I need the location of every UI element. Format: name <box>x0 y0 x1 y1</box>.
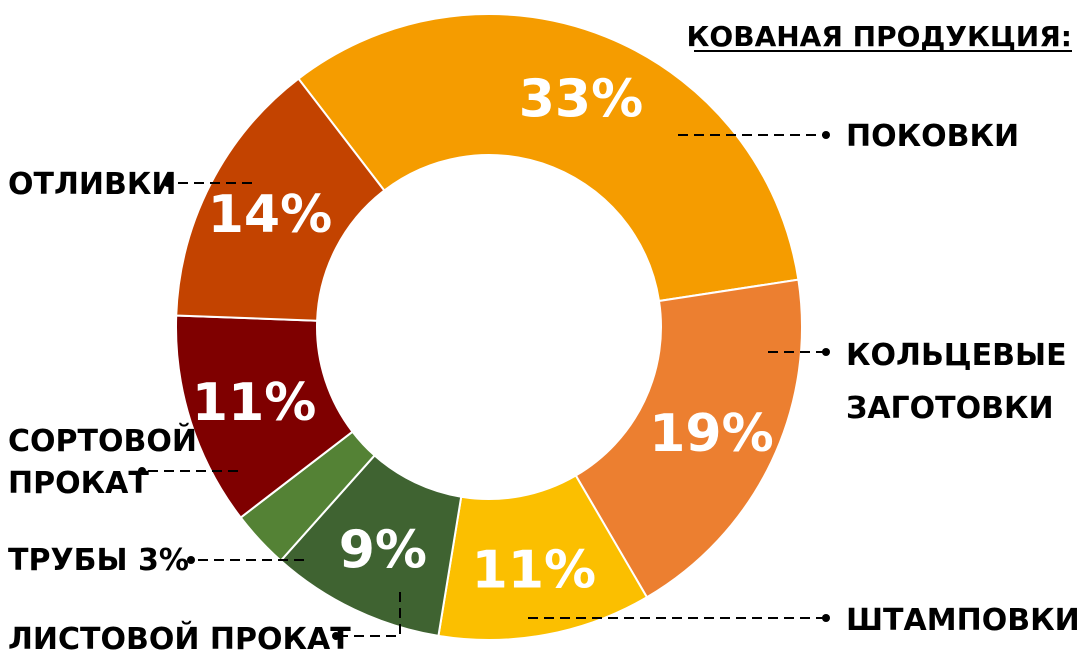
leader-dot-поковки <box>822 131 830 139</box>
category-label-штамповки: ШТАМПОВКИ <box>846 603 1077 638</box>
leader-lines <box>138 131 830 640</box>
value-label-3: 11% <box>472 540 596 600</box>
category-label-кольцевые-заготовки-line-2: ЗАГОТОВКИ <box>846 391 1054 426</box>
value-label-1: 33% <box>519 69 643 129</box>
category-label-поковки: ПОКОВКИ <box>846 119 1019 154</box>
leader-dot-трубы-3% <box>187 556 195 564</box>
leader-line-листовой-прокат <box>336 592 401 637</box>
chart-title: КОВАНАЯ ПРОДУКЦИЯ: <box>687 20 1072 53</box>
category-label-кольцевые-заготовки-line-1: КОЛЬЦЕВЫЕ <box>846 338 1067 373</box>
donut-slices <box>175 13 803 641</box>
slice-7 <box>175 77 386 322</box>
slice-2 <box>574 278 803 599</box>
value-label-4: 9% <box>339 520 427 580</box>
category-label-отливки: ОТЛИВКИ <box>8 167 177 202</box>
value-label-2: 19% <box>649 404 773 464</box>
value-label-7: 14% <box>208 185 332 245</box>
leader-dot-штамповки <box>822 614 830 622</box>
category-label-листовой-прокат: ЛИСТОВОЙ ПРОКАТ <box>8 621 351 657</box>
value-labels: 33% 19% 11% 9% 11% 14% <box>192 69 774 600</box>
leader-dot-кольцевые-заготовки <box>822 348 830 356</box>
value-label-6: 11% <box>192 373 316 433</box>
slice-1 <box>297 13 800 303</box>
category-label-сортовой-прокат-line-2: ПРОКАТ <box>8 466 149 501</box>
leader-dot-сортовой-прокат <box>138 467 146 475</box>
leader-dot-отливки <box>164 179 172 187</box>
category-label-сортовой-прокат-line-1: СОРТОВОЙ <box>8 423 197 459</box>
category-labels: ПОКОВКИ КОЛЬЦЕВЫЕ ЗАГОТОВКИ ШТАМПОВКИ ЛИСТОВ… <box>8 119 1077 657</box>
category-label-трубы-3%: ТРУБЫ 3% <box>8 543 189 578</box>
leader-dot-листовой-прокат <box>332 632 340 640</box>
